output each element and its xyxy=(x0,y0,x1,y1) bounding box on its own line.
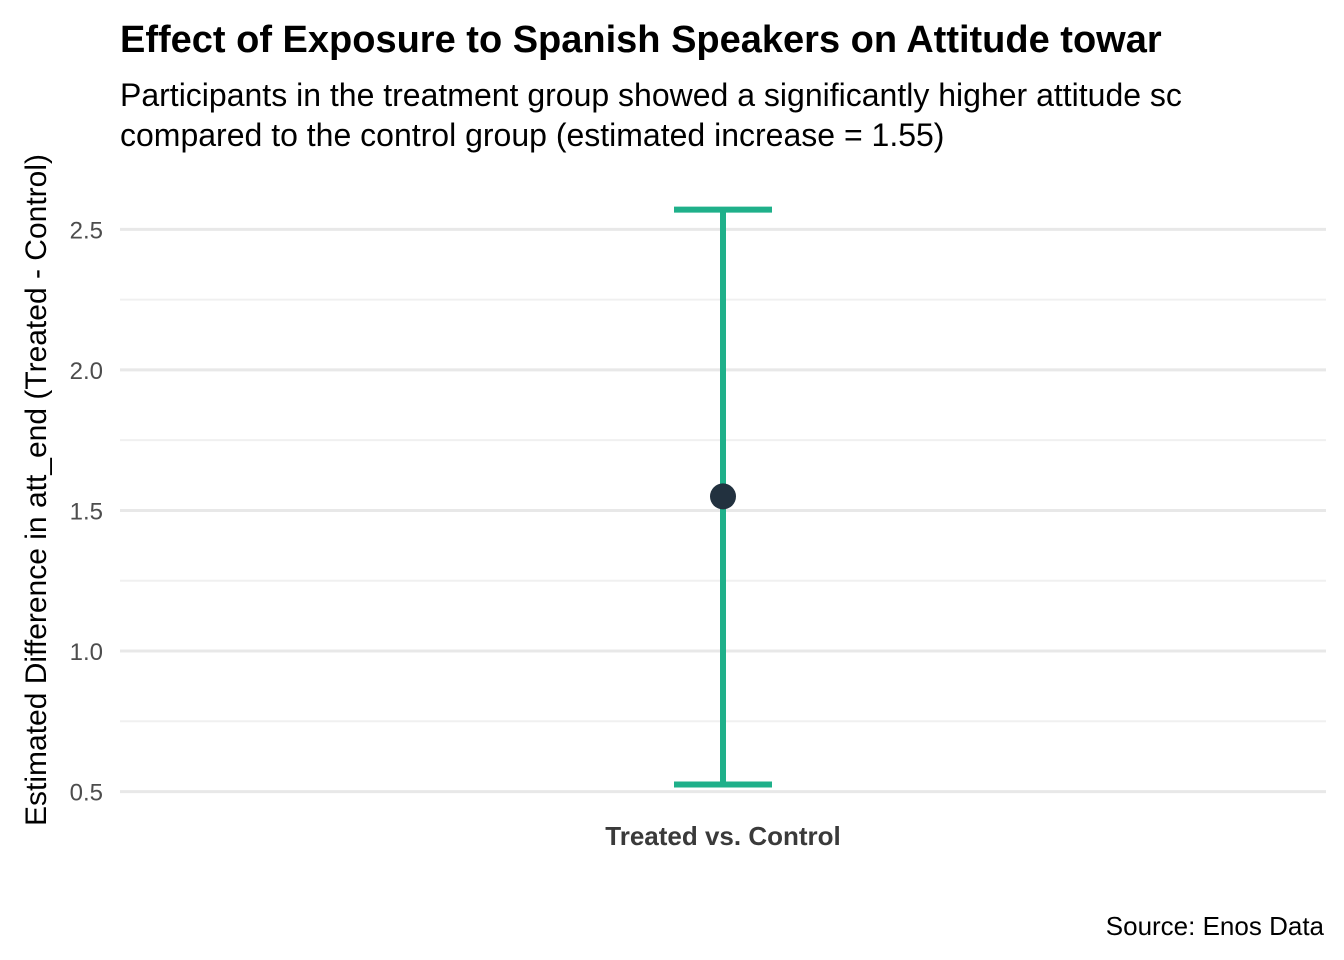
y-tick-label: 1.5 xyxy=(70,498,103,525)
chart-title: Effect of Exposure to Spanish Speakers o… xyxy=(120,19,1162,61)
y-axis-label: Estimated Difference in att_end (Treated… xyxy=(20,154,53,826)
y-tick-label: 1.0 xyxy=(70,639,103,666)
chart-subtitle-line-1: Participants in the treatment group show… xyxy=(120,77,1182,113)
y-tick-label: 2.0 xyxy=(70,358,103,385)
x-tick-labels: Treated vs. Control xyxy=(605,821,841,851)
chart-marks xyxy=(674,206,772,788)
y-tick-label: 0.5 xyxy=(70,780,103,807)
chart-subtitle-line-2: compared to the control group (estimated… xyxy=(120,117,944,153)
y-tick-label: 2.5 xyxy=(70,217,103,244)
x-tick-label: Treated vs. Control xyxy=(605,821,841,851)
chart-caption: Source: Enos Data xyxy=(1106,911,1325,941)
y-tick-labels: 0.5 1.0 1.5 2.0 2.5 xyxy=(70,217,103,806)
estimate-point xyxy=(710,483,736,510)
